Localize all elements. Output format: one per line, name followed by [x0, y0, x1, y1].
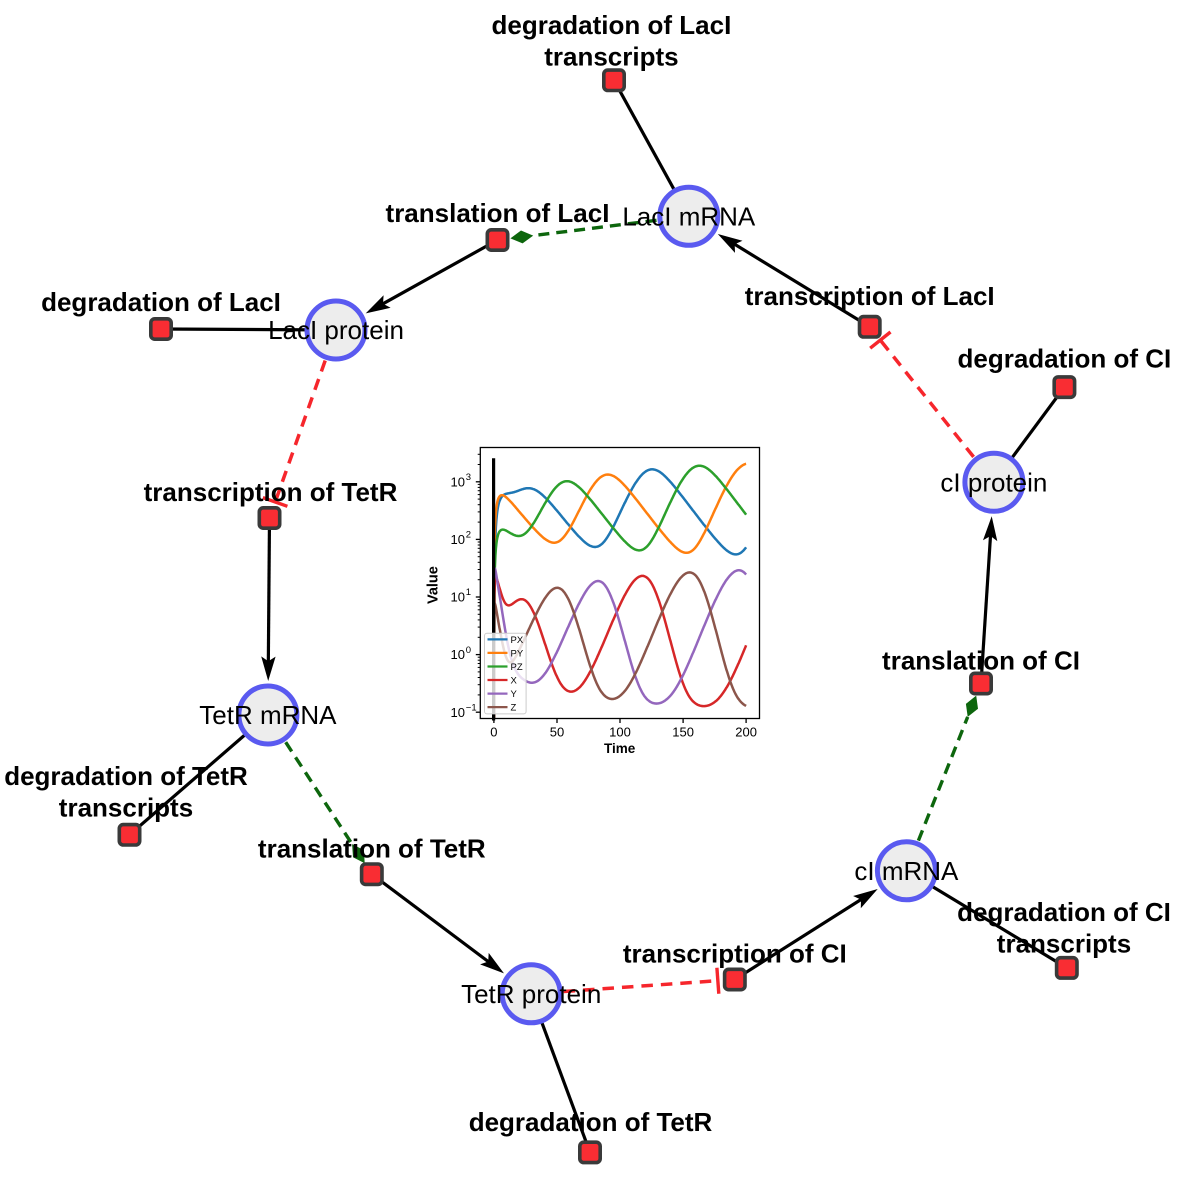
- svg-text:0: 0: [490, 725, 497, 740]
- svg-text:degradation of LacI: degradation of LacI: [491, 10, 731, 40]
- svg-text:transcription of CI: transcription of CI: [623, 939, 847, 969]
- svg-text:cI protein: cI protein: [940, 467, 1047, 497]
- svg-text:100: 100: [609, 725, 631, 740]
- svg-text:Value: Value: [426, 566, 442, 604]
- svg-text:10: 10: [451, 590, 465, 605]
- svg-text:150: 150: [672, 725, 694, 740]
- svg-text:−1: −1: [466, 702, 477, 713]
- svg-text:degradation of CI: degradation of CI: [957, 897, 1171, 927]
- svg-text:10: 10: [451, 532, 465, 547]
- svg-text:2: 2: [466, 530, 471, 541]
- svg-text:200: 200: [735, 725, 757, 740]
- svg-text:degradation of CI: degradation of CI: [958, 344, 1172, 374]
- svg-text:LacI mRNA: LacI mRNA: [622, 201, 756, 231]
- svg-text:translation of CI: translation of CI: [882, 646, 1080, 676]
- svg-text:PX: PX: [511, 635, 524, 646]
- svg-text:TetR protein: TetR protein: [461, 979, 601, 1009]
- svg-text:0: 0: [466, 645, 471, 656]
- svg-text:degradation of LacI: degradation of LacI: [41, 287, 281, 317]
- svg-text:transcripts: transcripts: [59, 793, 193, 823]
- svg-text:PY: PY: [511, 649, 524, 660]
- svg-text:10: 10: [451, 474, 465, 489]
- svg-text:degradation of TetR: degradation of TetR: [4, 761, 248, 791]
- svg-text:transcription of TetR: transcription of TetR: [144, 477, 398, 507]
- svg-text:translation of LacI: translation of LacI: [386, 198, 610, 228]
- svg-text:Y: Y: [511, 689, 518, 700]
- svg-text:transcripts: transcripts: [997, 929, 1131, 959]
- svg-text:transcripts: transcripts: [544, 42, 678, 72]
- svg-text:TetR mRNA: TetR mRNA: [199, 700, 337, 730]
- svg-text:translation of TetR: translation of TetR: [258, 834, 486, 864]
- svg-text:LacI protein: LacI protein: [268, 315, 404, 345]
- svg-text:Z: Z: [511, 703, 517, 714]
- svg-text:10: 10: [451, 647, 465, 662]
- svg-text:1: 1: [466, 587, 471, 598]
- svg-text:10: 10: [451, 705, 465, 720]
- svg-text:50: 50: [550, 725, 564, 740]
- svg-text:X: X: [511, 676, 518, 687]
- svg-text:PZ: PZ: [511, 662, 523, 673]
- svg-text:degradation of TetR: degradation of TetR: [469, 1107, 713, 1137]
- svg-text:3: 3: [466, 472, 471, 483]
- svg-text:Time: Time: [604, 741, 636, 756]
- svg-text:cI mRNA: cI mRNA: [854, 856, 959, 886]
- svg-text:transcription of LacI: transcription of LacI: [745, 281, 995, 311]
